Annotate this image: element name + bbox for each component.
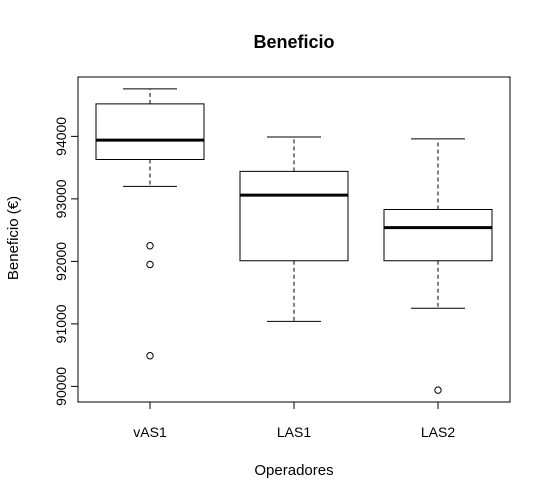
x-tick-label: LAS2: [421, 424, 455, 440]
iqr-box: [383, 209, 493, 262]
x-tick-label: vAS1: [133, 424, 167, 440]
chart-title: Beneficio: [253, 32, 334, 52]
iqr-box: [239, 170, 349, 262]
y-tick-label: 90000: [53, 367, 69, 406]
outlier-point: [146, 352, 154, 360]
outlier-point: [146, 260, 154, 269]
y-tick-label: 92000: [53, 242, 69, 281]
y-axis-label: Beneficio (€): [5, 196, 22, 280]
y-tick-label: 93000: [53, 179, 69, 218]
x-axis-label: Operadores: [254, 462, 333, 479]
iqr-box: [95, 103, 205, 160]
y-tick-label: 94000: [53, 117, 69, 156]
outlier-point: [146, 242, 154, 250]
y-tick-label: 91000: [53, 304, 69, 343]
outlier-point: [434, 386, 442, 394]
plot-area: 90000 91000 92000 93000 94000 vAS1 LAS1 LAS2: [53, 76, 511, 440]
x-tick-label: LAS1: [277, 424, 311, 440]
